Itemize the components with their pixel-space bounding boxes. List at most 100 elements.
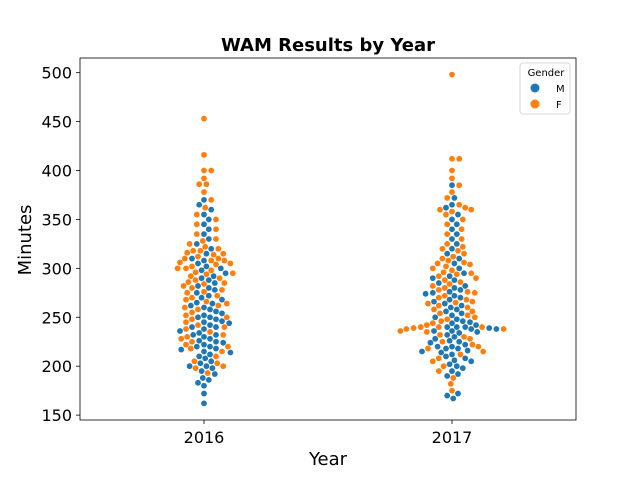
swarm-point-f-2016	[215, 255, 222, 262]
swarm-point-f-2017	[457, 279, 464, 285]
swarm-point-f-2016	[221, 257, 228, 264]
swarm-point-f-2016	[174, 265, 181, 272]
swarm-point-m-2017	[456, 255, 463, 262]
swarm-point-f-2017	[446, 281, 453, 287]
swarm-point-m-2017	[431, 328, 437, 334]
swarm-point-f-2017	[423, 329, 430, 335]
swarm-point-m-2016	[226, 320, 233, 327]
swarm-point-f-2016	[187, 273, 194, 280]
swarm-point-m-2017	[468, 326, 475, 332]
swarm-point-f-2016	[202, 243, 209, 250]
legend-marker-m	[530, 83, 540, 93]
swarm-point-f-2017	[449, 387, 455, 394]
swarm-point-f-2016	[195, 322, 201, 328]
swarm-point-m-2017	[422, 290, 429, 297]
swarm-point-m-2017	[444, 324, 451, 330]
swarm-point-m-2017	[458, 302, 465, 309]
swarm-point-f-2017	[455, 247, 461, 254]
swarm-point-m-2016	[227, 349, 234, 356]
swarm-point-f-2017	[437, 331, 443, 338]
swarm-point-m-2017	[429, 289, 436, 296]
swarm-point-f-2016	[221, 280, 228, 286]
swarm-point-f-2017	[445, 257, 452, 264]
swarm-point-m-2017	[432, 335, 439, 342]
swarm-point-f-2016	[183, 326, 189, 332]
swarm-point-f-2017	[444, 221, 451, 228]
swarm-point-m-2017	[449, 201, 455, 208]
swarm-point-f-2016	[191, 358, 198, 365]
swarm-point-f-2016	[180, 283, 187, 289]
swarm-point-f-2016	[201, 167, 207, 174]
y-tick-label: 150	[41, 406, 72, 425]
swarm-point-m-2017	[449, 236, 455, 242]
swarm-point-f-2016	[181, 304, 188, 311]
swarm-point-m-2016	[201, 400, 207, 407]
swarm-point-m-2016	[219, 310, 225, 317]
swarm-point-f-2016	[216, 275, 223, 282]
swarm-point-m-2016	[219, 296, 225, 303]
swarm-point-m-2016	[189, 324, 195, 330]
swarm-point-m-2017	[464, 347, 471, 354]
swarm-point-f-2016	[193, 221, 200, 228]
swarm-point-f-2017	[447, 380, 454, 387]
swarm-point-m-2016	[213, 316, 219, 323]
swarm-point-f-2016	[223, 314, 230, 321]
swarm-point-m-2017	[462, 324, 469, 330]
swarm-point-f-2017	[438, 318, 445, 325]
swarm-point-m-2017	[451, 333, 458, 340]
swarm-point-m-2016	[211, 280, 218, 286]
swarm-point-m-2016	[205, 226, 212, 233]
swarm-point-f-2016	[199, 238, 206, 244]
swarm-point-f-2016	[220, 331, 227, 338]
swarm-point-m-2017	[444, 331, 451, 338]
swarm-point-f-2016	[227, 260, 234, 267]
swarm-point-f-2017	[444, 195, 451, 201]
legend-marker-f	[530, 99, 540, 109]
y-tick-label: 350	[41, 210, 72, 229]
swarm-point-m-2016	[196, 201, 203, 208]
chart-title: WAM Results by Year	[221, 35, 435, 56]
swarm-point-f-2017	[449, 208, 455, 215]
swarm-point-m-2016	[195, 260, 201, 267]
swarm-point-f-2016	[213, 236, 219, 242]
swarm-point-m-2016	[201, 257, 207, 264]
swarm-point-f-2016	[183, 265, 189, 272]
swarm-point-f-2017	[437, 206, 443, 213]
swarm-point-m-2016	[177, 328, 183, 334]
swarm-point-m-2017	[457, 294, 464, 301]
swarm-point-f-2016	[193, 211, 200, 218]
y-tick-label: 200	[41, 357, 72, 376]
swarm-point-m-2017	[455, 371, 461, 377]
legend: Gender M F	[519, 62, 571, 115]
swarm-point-m-2017	[468, 358, 475, 365]
swarm-point-f-2016	[201, 288, 207, 295]
swarm-point-m-2017	[453, 306, 460, 313]
swarm-point-f-2016	[213, 226, 219, 233]
swarm-point-f-2016	[201, 151, 207, 158]
swarm-point-m-2016	[213, 324, 219, 330]
swarm-point-m-2017	[456, 338, 463, 345]
swarm-point-f-2017	[449, 175, 455, 182]
swarm-point-f-2016	[215, 245, 222, 252]
swarm-point-m-2016	[208, 358, 215, 365]
swarm-point-f-2016	[189, 338, 195, 345]
swarm-point-f-2017	[435, 286, 442, 293]
swarm-point-f-2016	[192, 277, 199, 283]
swarm-point-f-2017	[452, 299, 459, 306]
swarm-point-f-2016	[192, 269, 199, 276]
swarm-point-f-2017	[469, 341, 476, 348]
swarm-point-m-2017	[451, 260, 458, 267]
swarm-point-f-2017	[449, 267, 455, 274]
swarm-point-m-2016	[207, 314, 213, 321]
swarm-point-m-2017	[473, 322, 479, 328]
swarm-point-f-2017	[464, 288, 471, 295]
swarm-point-m-2016	[196, 330, 203, 336]
swarm-point-m-2016	[201, 326, 207, 332]
swarm-point-m-2017	[453, 221, 460, 228]
swarm-point-f-2016	[193, 231, 200, 238]
swarm-point-f-2017	[435, 273, 442, 280]
swarm-point-f-2017	[473, 275, 479, 282]
swarm-point-f-2016	[183, 312, 189, 319]
swarm-point-m-2017	[449, 351, 455, 358]
swarm-point-f-2016	[183, 319, 189, 326]
